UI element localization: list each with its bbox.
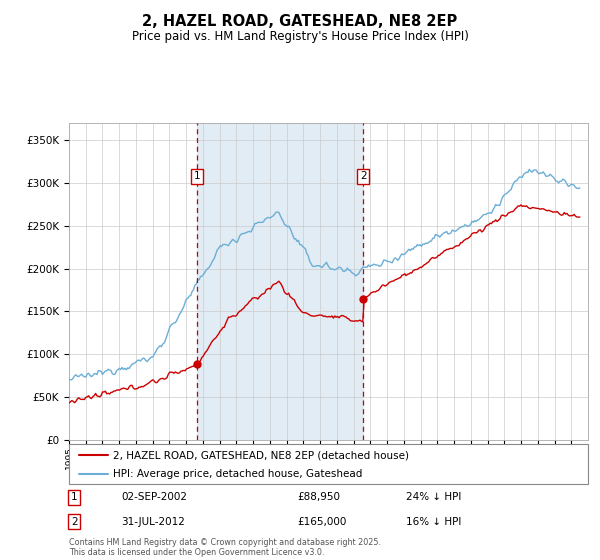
- Text: Price paid vs. HM Land Registry's House Price Index (HPI): Price paid vs. HM Land Registry's House …: [131, 30, 469, 43]
- Text: 1: 1: [71, 492, 77, 502]
- Text: Contains HM Land Registry data © Crown copyright and database right 2025.
This d: Contains HM Land Registry data © Crown c…: [69, 538, 381, 557]
- Bar: [197, 123, 364, 440]
- Text: £88,950: £88,950: [298, 492, 340, 502]
- Text: HPI: Average price, detached house, Gateshead: HPI: Average price, detached house, Gate…: [113, 469, 362, 479]
- Text: 2, HAZEL ROAD, GATESHEAD, NE8 2EP: 2, HAZEL ROAD, GATESHEAD, NE8 2EP: [142, 14, 458, 29]
- Text: £165,000: £165,000: [298, 517, 347, 526]
- Text: 24% ↓ HPI: 24% ↓ HPI: [406, 492, 462, 502]
- Text: 2, HAZEL ROAD, GATESHEAD, NE8 2EP (detached house): 2, HAZEL ROAD, GATESHEAD, NE8 2EP (detac…: [113, 450, 409, 460]
- Text: 31-JUL-2012: 31-JUL-2012: [121, 517, 185, 526]
- Text: 1: 1: [194, 171, 201, 181]
- Text: 2: 2: [71, 517, 77, 526]
- Text: 16% ↓ HPI: 16% ↓ HPI: [406, 517, 462, 526]
- Text: 02-SEP-2002: 02-SEP-2002: [121, 492, 187, 502]
- Text: 2: 2: [360, 171, 367, 181]
